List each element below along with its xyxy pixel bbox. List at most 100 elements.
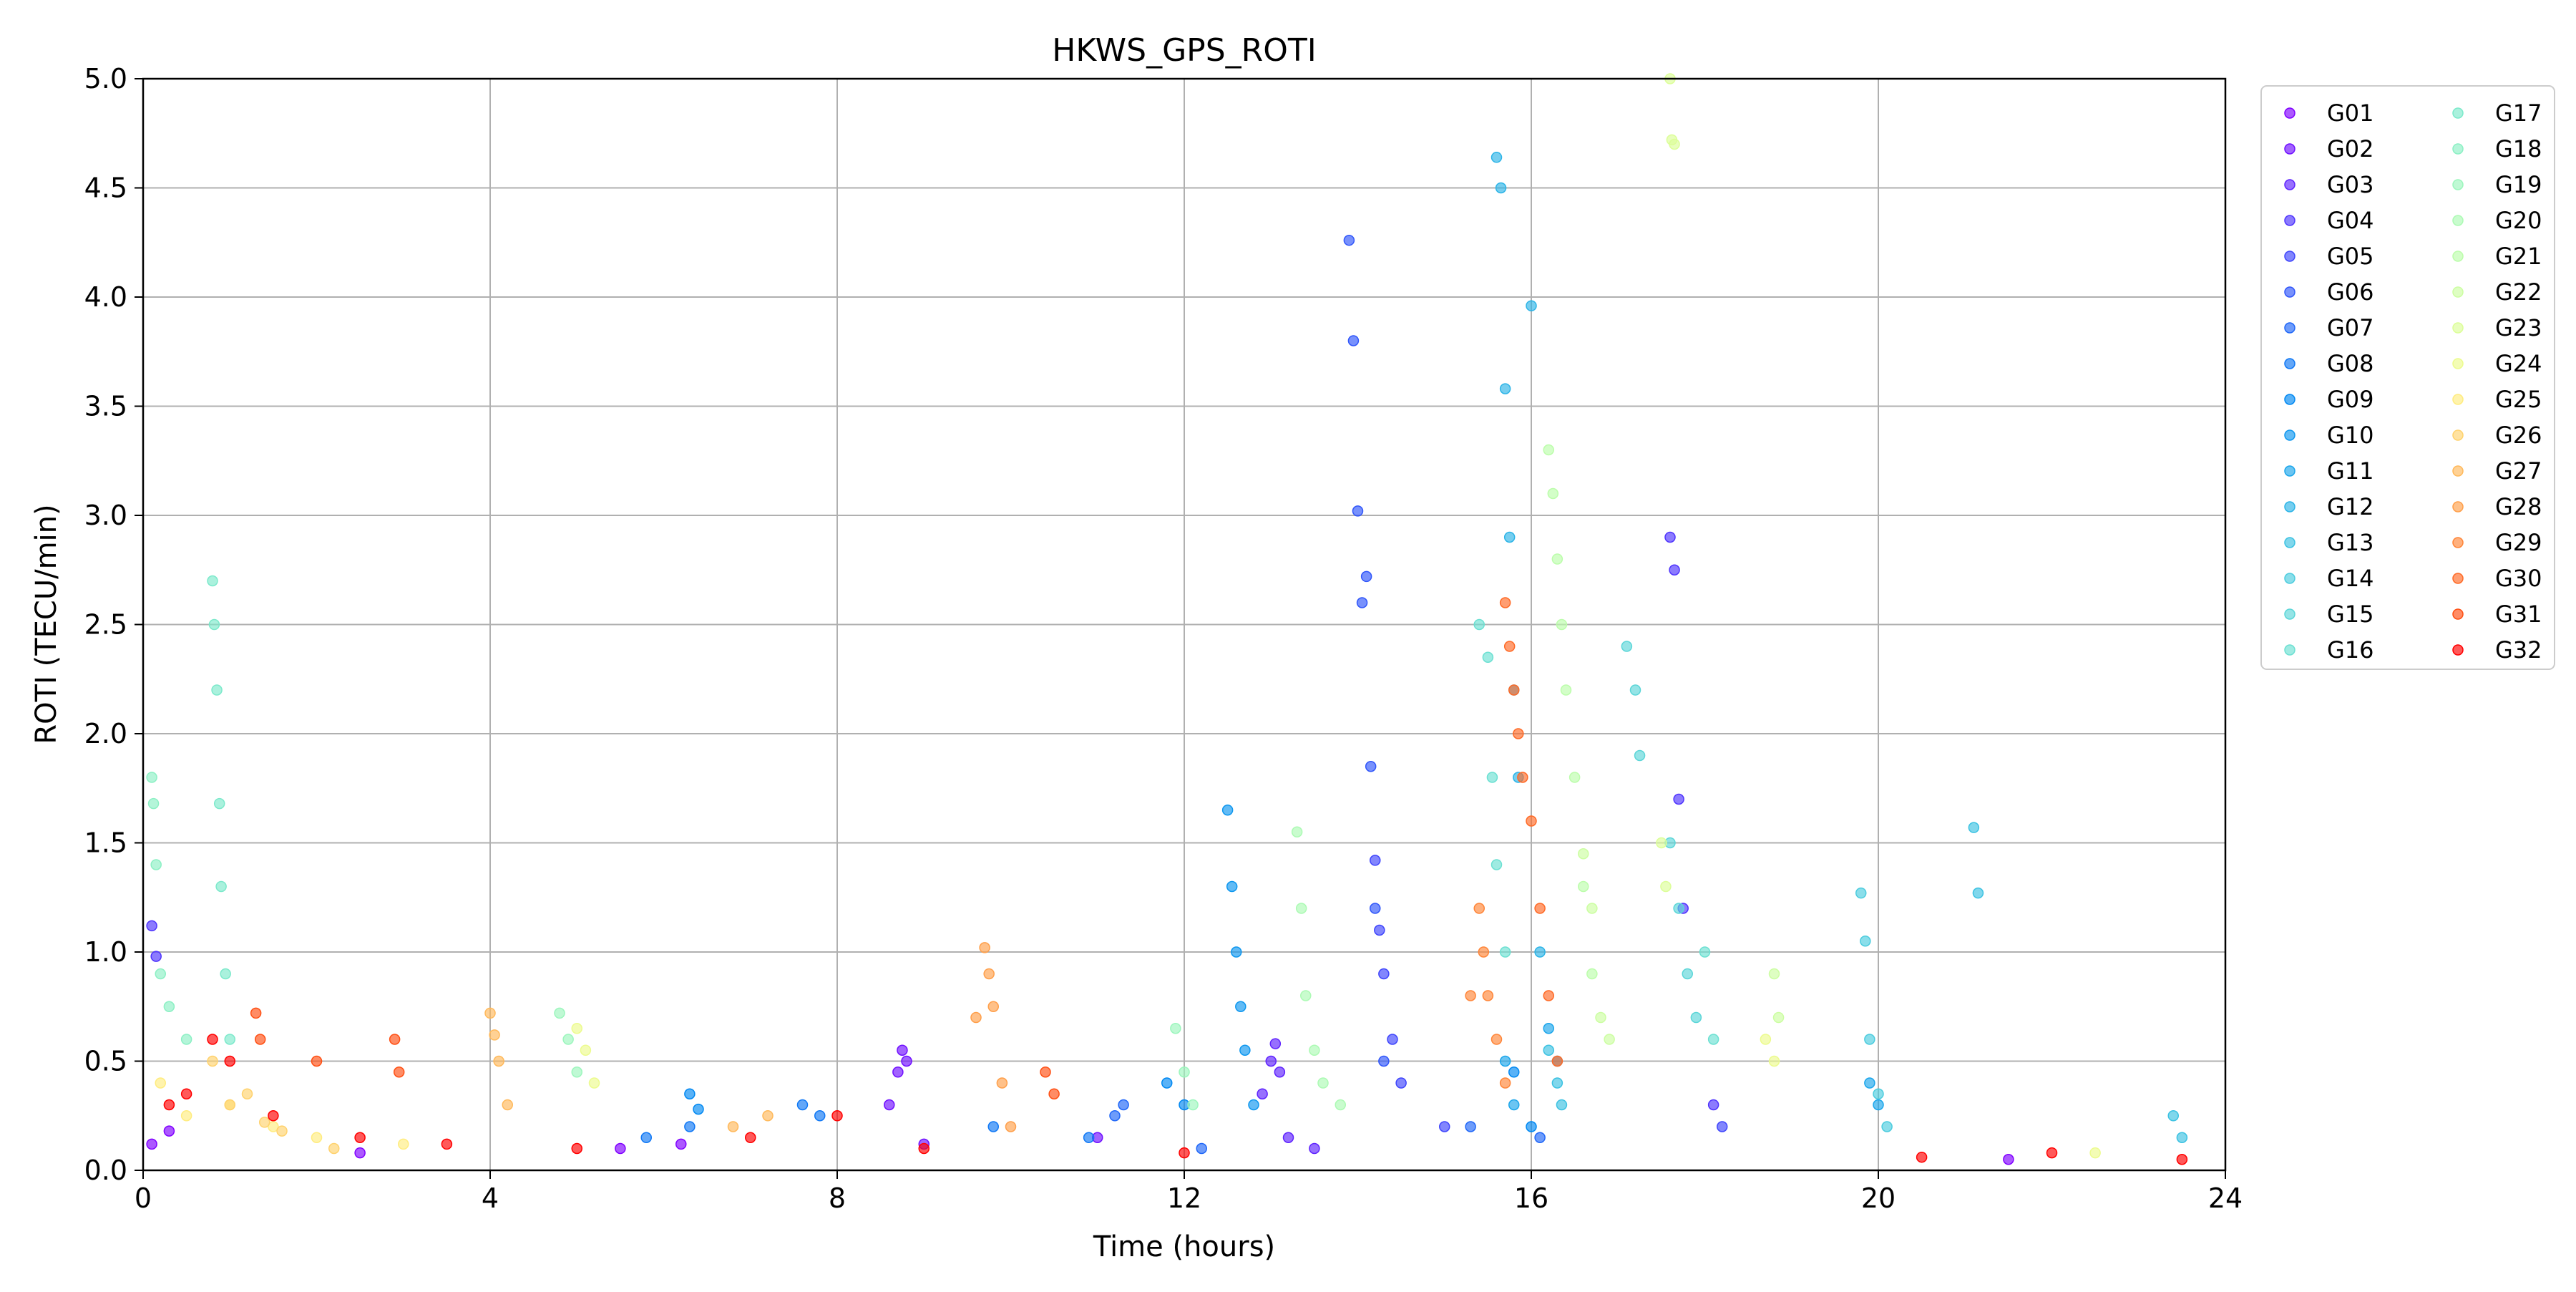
data-point-g20: [1309, 1044, 1320, 1056]
data-point-g10: [1231, 946, 1242, 958]
data-point-g17: [208, 618, 220, 631]
data-point-g02: [892, 1067, 904, 1078]
legend-label-g31: G31: [2495, 601, 2542, 628]
data-point-g15: [1621, 641, 1633, 652]
x-tick-label: 4: [482, 1182, 499, 1214]
data-point-g08: [640, 1132, 652, 1143]
data-point-g03: [1309, 1142, 1320, 1155]
data-point-g30: [1499, 597, 1511, 608]
data-point-g21: [1560, 684, 1572, 696]
legend-label-g14: G14: [2327, 565, 2374, 592]
data-point-g10: [1239, 1044, 1251, 1056]
legend-label-g11: G11: [2327, 457, 2374, 485]
data-point-g24: [580, 1044, 592, 1056]
data-point-g20: [1291, 826, 1303, 837]
data-point-g18: [150, 859, 162, 870]
data-point-g32: [1916, 1151, 1928, 1163]
y-tick-label: 3.0: [84, 500, 127, 531]
y-tick-label: 0.0: [84, 1155, 127, 1186]
legend-label-g12: G12: [2327, 493, 2374, 520]
data-point-g12: [1503, 531, 1516, 543]
data-point-g18: [155, 968, 166, 980]
data-point-g21: [1578, 880, 1589, 893]
legend-label-g29: G29: [2495, 529, 2542, 556]
data-point-g32: [2176, 1154, 2188, 1165]
data-point-g17: [213, 797, 225, 810]
data-point-g28: [970, 1011, 982, 1024]
data-point-g17: [215, 880, 227, 893]
data-point-g28: [996, 1077, 1008, 1089]
data-point-g20: [1335, 1099, 1346, 1111]
legend-label-g08: G08: [2327, 350, 2374, 377]
data-point-g07: [1118, 1099, 1129, 1111]
data-point-g13: [1972, 887, 1984, 899]
legend-marker-g22: [2452, 286, 2464, 298]
data-point-g31: [250, 1007, 262, 1019]
data-point-g01: [354, 1147, 366, 1159]
data-point-g31: [311, 1055, 323, 1067]
data-point-g31: [1040, 1067, 1051, 1078]
data-point-g13: [2176, 1132, 2188, 1143]
data-point-g22: [1772, 1011, 1785, 1024]
data-point-g12: [1495, 182, 1507, 194]
data-point-g06: [1360, 570, 1372, 583]
data-point-g10: [1226, 880, 1238, 893]
y-tick-label: 2.5: [84, 609, 127, 641]
data-point-g12: [1534, 946, 1546, 958]
legend-label-g19: G19: [2495, 171, 2542, 198]
data-point-g32: [224, 1055, 235, 1067]
data-point-g14: [1855, 887, 1867, 899]
data-point-g13: [2167, 1110, 2179, 1122]
data-point-g15: [1673, 903, 1684, 914]
x-tick-label: 16: [1514, 1182, 1548, 1214]
data-point-g20: [1295, 903, 1307, 914]
data-point-g21: [1547, 487, 1559, 500]
data-point-g03: [1274, 1067, 1286, 1078]
data-point-g26: [207, 1055, 218, 1067]
legend-label-g13: G13: [2327, 529, 2374, 556]
data-point-g10: [1248, 1099, 1259, 1111]
legend-label-g26: G26: [2495, 422, 2542, 449]
data-point-g24: [1768, 1055, 1780, 1067]
data-point-g22: [1604, 1034, 1615, 1045]
data-point-g16: [1491, 859, 1503, 870]
data-point-g09: [693, 1103, 704, 1115]
x-tick-label: 0: [135, 1182, 152, 1214]
data-point-g04: [1669, 564, 1680, 575]
legend-label-g27: G27: [2495, 457, 2542, 485]
legend-marker-g01: [2284, 107, 2296, 119]
data-point-g29: [1473, 903, 1485, 914]
data-point-g14: [1860, 936, 1871, 947]
data-point-g05: [1395, 1077, 1407, 1089]
data-point-g18: [146, 772, 157, 783]
data-point-g32: [2046, 1147, 2058, 1159]
data-point-g32: [163, 1099, 175, 1111]
data-point-g32: [745, 1132, 756, 1143]
data-point-g07: [1196, 1142, 1207, 1155]
legend-label-g22: G22: [2495, 278, 2542, 306]
data-points: [146, 73, 2188, 1165]
legend-marker-g12: [2284, 501, 2296, 513]
data-point-g27: [489, 1029, 500, 1041]
data-point-g24: [571, 1023, 582, 1034]
data-point-g27: [502, 1099, 513, 1111]
data-point-g17: [207, 575, 218, 587]
data-point-g16: [1486, 772, 1498, 783]
data-point-g28: [1005, 1121, 1017, 1132]
y-axis-label: ROTI (TECU/min): [30, 504, 63, 744]
data-point-g01: [146, 1138, 157, 1150]
legend-label-g07: G07: [2327, 314, 2374, 341]
legend-label-g06: G06: [2327, 278, 2374, 306]
data-point-g32: [207, 1034, 218, 1045]
data-point-g30: [1534, 903, 1546, 914]
data-point-g07: [1534, 1132, 1546, 1143]
data-point-g15: [1690, 1011, 1702, 1024]
data-point-g02: [901, 1055, 912, 1067]
data-point-g04: [1664, 531, 1676, 543]
data-point-g29: [1482, 990, 1494, 1001]
legend-label-g24: G24: [2495, 350, 2542, 377]
legend-label-g01: G01: [2327, 99, 2374, 127]
legend-marker-g04: [2284, 215, 2296, 226]
data-point-g05: [1439, 1121, 1450, 1132]
